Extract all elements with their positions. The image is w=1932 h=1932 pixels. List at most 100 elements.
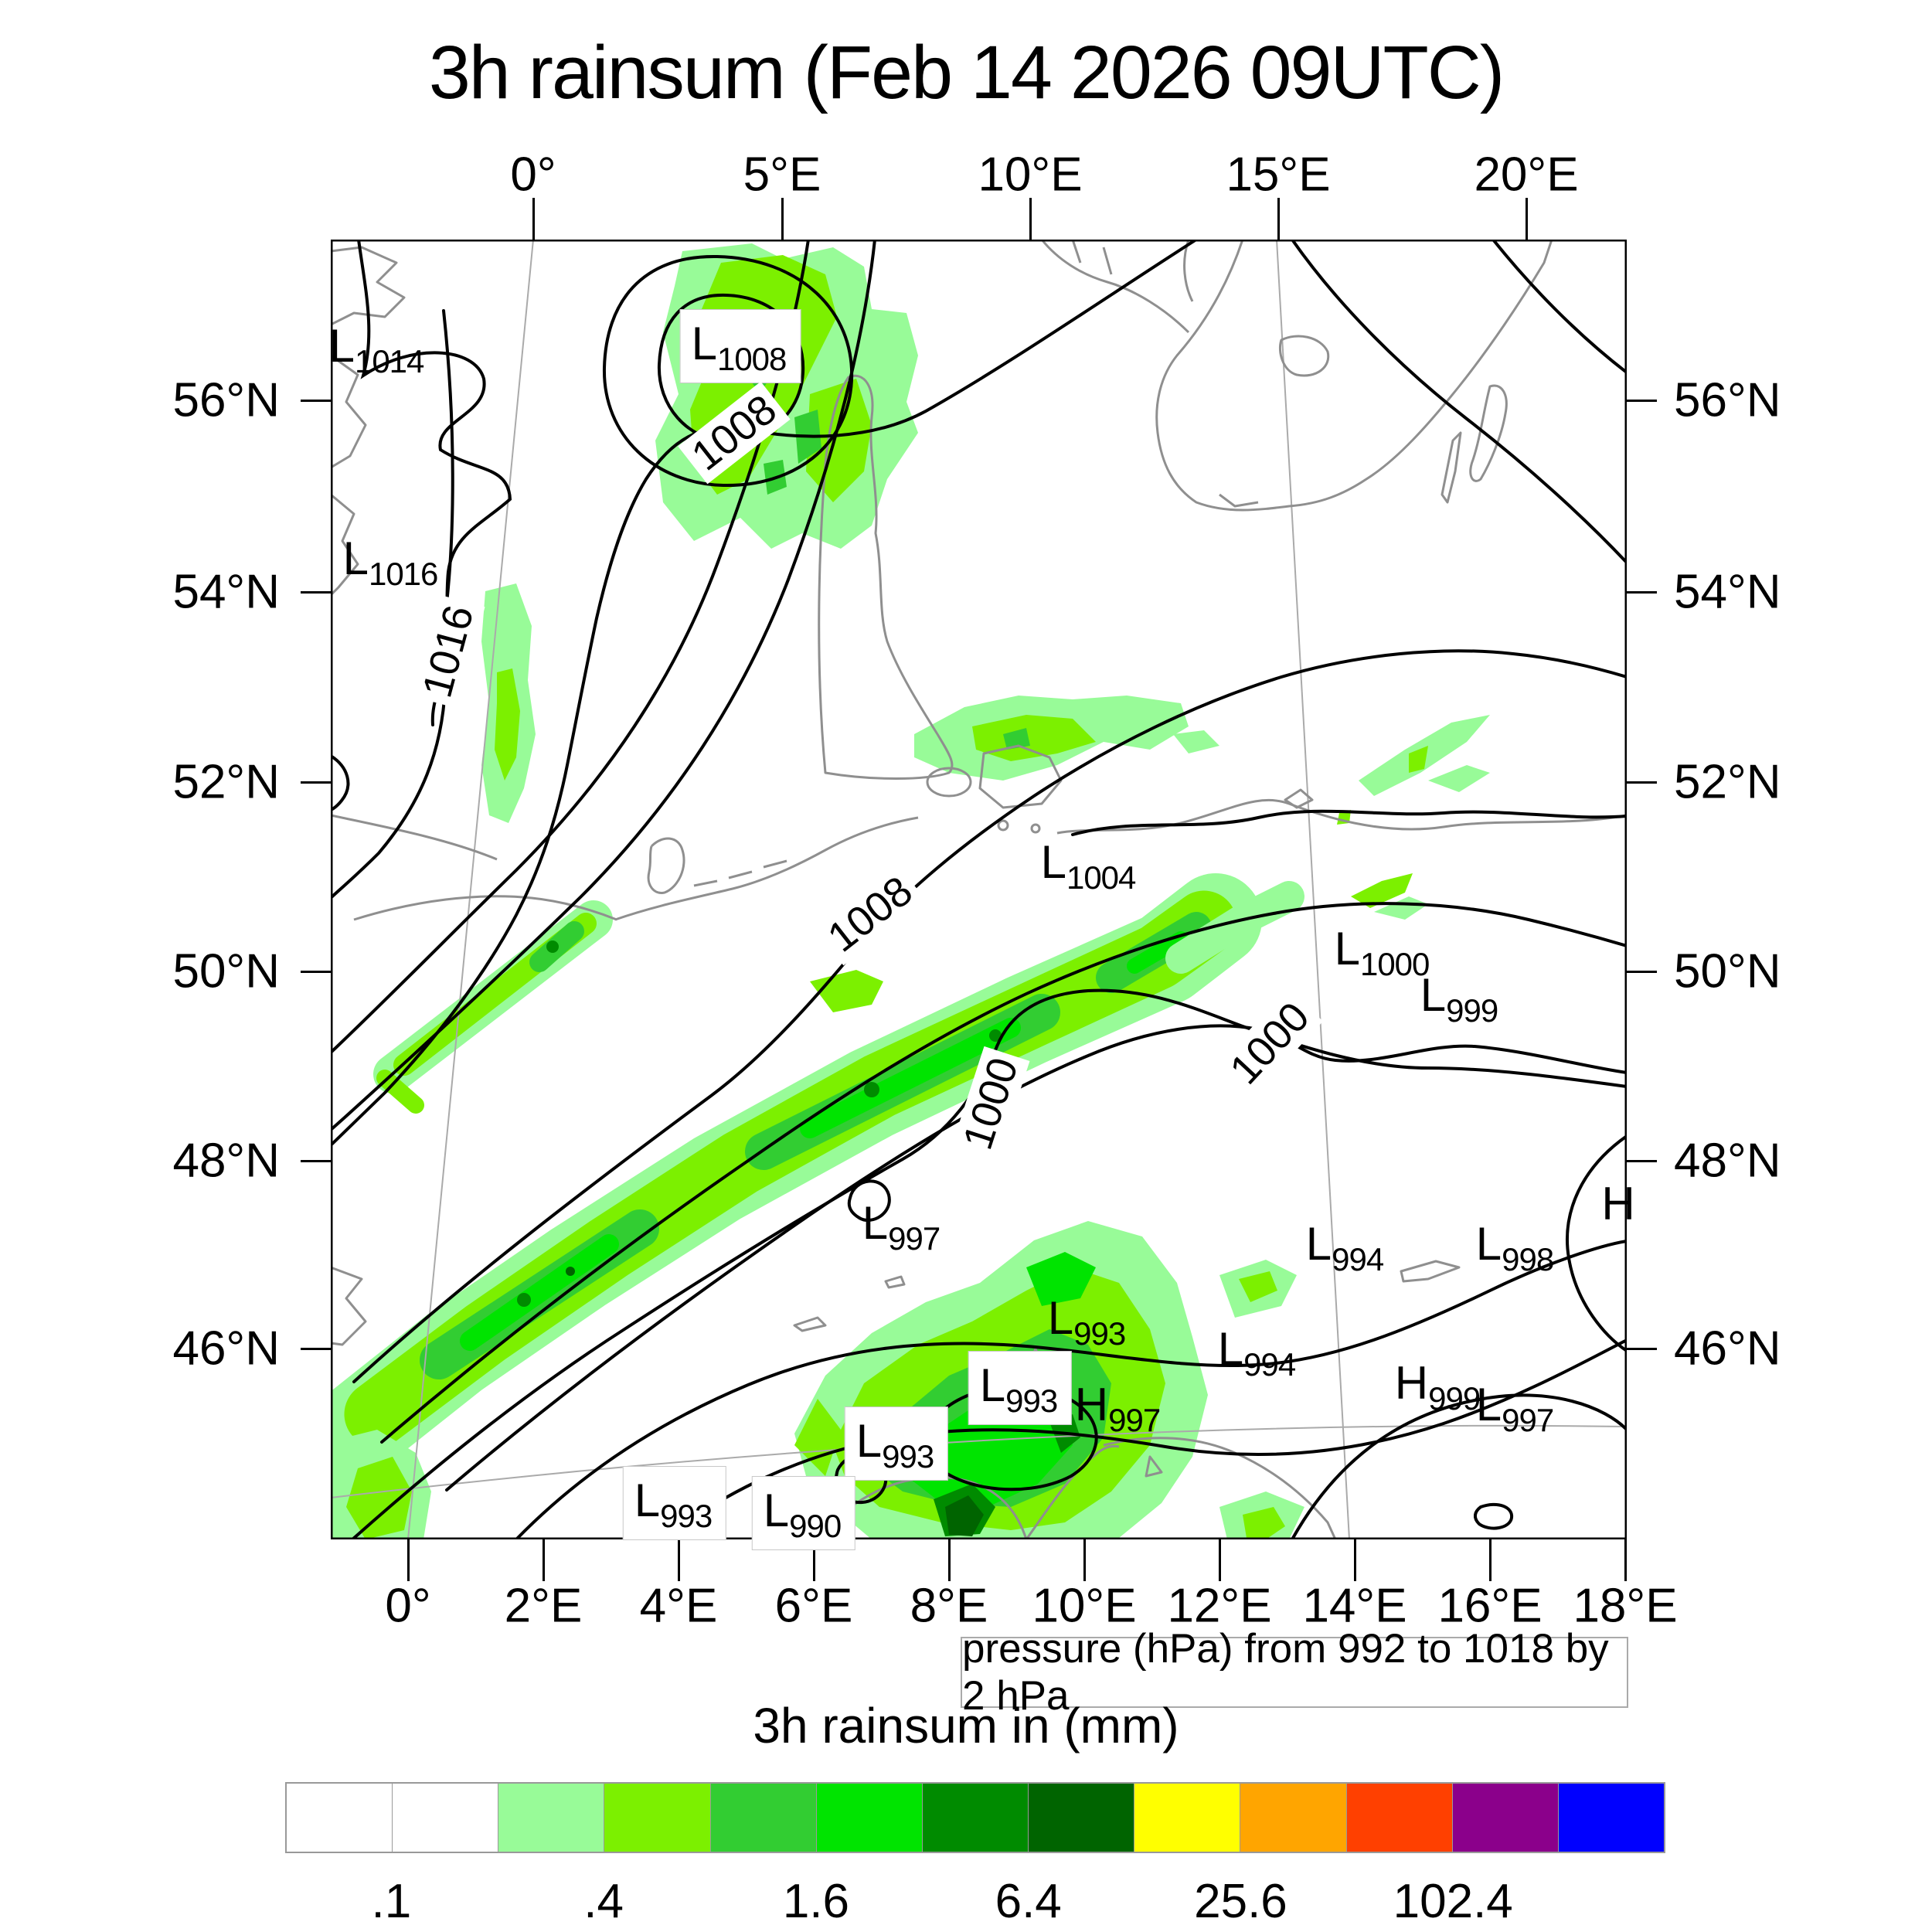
bottom-axis-label: 18°E	[1573, 1579, 1678, 1633]
right-axis-label: 48°N	[1674, 1134, 1781, 1188]
pressure-label-L999: L999	[1420, 969, 1498, 1027]
right-tick	[1627, 1348, 1657, 1350]
pressure-label-L993: L993	[968, 1351, 1073, 1425]
pressure-letter: L	[1334, 923, 1360, 975]
pressure-label-L990: L990	[751, 1476, 856, 1550]
pressure-label-L994: L994	[1217, 1323, 1296, 1381]
pressure-value: 1014	[354, 343, 424, 379]
bottom-axis-label: 6°E	[774, 1579, 853, 1633]
pressure-label-L1000: L1000	[1334, 923, 1430, 981]
left-axis-label: 52°N	[172, 755, 280, 809]
colorbar-tick-label: 6.4	[995, 1875, 1062, 1928]
isobar-layer	[331, 240, 1627, 1539]
pressure-value: 993	[882, 1438, 934, 1475]
map-canvas	[331, 240, 1627, 1539]
pressure-value: 994	[1332, 1241, 1384, 1277]
pressure-value: 1016	[368, 556, 438, 592]
pressure-label-L994: L994	[1305, 1218, 1384, 1276]
bottom-tick	[948, 1539, 951, 1581]
bottom-tick	[813, 1539, 815, 1581]
top-tick	[781, 198, 784, 240]
pressure-letter: L	[634, 1475, 661, 1526]
left-tick	[301, 591, 331, 594]
pressure-letter: H	[1601, 1178, 1635, 1230]
colorbar-cell	[1558, 1784, 1665, 1852]
pressure-label-H999: H999	[1394, 1357, 1481, 1415]
pressure-letter: H	[1394, 1357, 1429, 1409]
colorbar-tick-label: .1	[371, 1875, 412, 1928]
right-tick	[1627, 781, 1657, 784]
pressure-letter: H	[1074, 1379, 1109, 1430]
colorbar-cell	[498, 1784, 605, 1852]
bottom-axis-label: 4°E	[639, 1579, 718, 1633]
bottom-axis-label: 16°E	[1437, 1579, 1543, 1633]
left-axis-label: 48°N	[172, 1134, 280, 1188]
pressure-letter: L	[979, 1359, 1006, 1411]
right-axis-label: 46°N	[1674, 1321, 1781, 1376]
colorbar-cell	[922, 1784, 1029, 1852]
top-axis-label: 15°E	[1226, 148, 1331, 202]
pressure-letter: L	[1420, 969, 1447, 1021]
pressure-label-L997: L997	[1475, 1379, 1554, 1437]
colorbar-cell	[287, 1784, 393, 1852]
pressure-letter: L	[1217, 1323, 1244, 1375]
right-axis-label: 54°N	[1674, 565, 1781, 619]
pressure-label-L993: L993	[622, 1466, 727, 1540]
page-title: 3h rainsum (Feb 14 2026 09UTC)	[428, 30, 1505, 114]
bottom-tick	[1354, 1539, 1356, 1581]
bottom-axis-label: 2°E	[504, 1579, 583, 1633]
colorbar	[285, 1782, 1665, 1853]
top-tick	[532, 198, 535, 240]
pressure-value: 1008	[716, 341, 787, 377]
bottom-tick	[678, 1539, 680, 1581]
colorbar-cell	[710, 1784, 817, 1852]
pressure-value: 998	[1502, 1241, 1554, 1277]
pressure-label-L1016: L1016	[343, 536, 439, 590]
left-tick	[301, 781, 331, 784]
colorbar-tick-label: 102.4	[1393, 1875, 1513, 1928]
pressure-value: 993	[660, 1498, 713, 1534]
bottom-tick	[1219, 1539, 1221, 1581]
bottom-axis-label: 8°E	[910, 1579, 988, 1633]
pressure-legend: pressure (hPa) from 992 to 1018 by 2 hPa	[961, 1626, 1628, 1719]
top-axis-label: 0°	[510, 148, 556, 202]
pressure-letter: L	[328, 320, 355, 372]
colorbar-cell	[816, 1784, 923, 1852]
colorbar-cell	[1134, 1784, 1241, 1852]
top-tick	[1029, 198, 1032, 240]
pressure-label-H997: H997	[1074, 1379, 1161, 1437]
left-axis-label: 54°N	[172, 565, 280, 619]
left-tick	[301, 400, 331, 402]
pressure-value: 1000	[1359, 946, 1430, 982]
bottom-axis-label: 14°E	[1302, 1579, 1407, 1633]
top-axis-label: 5°E	[743, 148, 821, 202]
pressure-letter: L	[1475, 1379, 1502, 1430]
colorbar-cell	[393, 1784, 499, 1852]
top-tick	[1526, 198, 1528, 240]
pressure-label-L1008: L1008	[679, 309, 801, 383]
bottom-tick	[543, 1539, 545, 1581]
pressure-label-L993: L993	[1048, 1295, 1126, 1350]
colorbar-tick-label: 25.6	[1194, 1875, 1287, 1928]
pressure-letter: L	[342, 532, 369, 584]
pressure-value: 997	[1502, 1402, 1554, 1438]
map-frame	[331, 240, 1627, 1539]
pressure-letter: L	[1305, 1218, 1332, 1270]
pressure-letter: L	[1475, 1218, 1502, 1270]
right-tick	[1627, 400, 1657, 402]
pressure-label-L1014: L1014	[328, 320, 425, 378]
pressure-letter: L	[763, 1485, 790, 1536]
pressure-value: 997	[888, 1220, 940, 1257]
left-axis-label: 50°N	[172, 944, 280, 998]
right-axis-label: 56°N	[1674, 373, 1781, 427]
colorbar-cell	[1029, 1784, 1135, 1852]
pressure-label-L993: L993	[844, 1406, 949, 1481]
pressure-label-L997: L997	[862, 1200, 940, 1255]
pressure-value: 999	[1446, 992, 1498, 1029]
right-tick	[1627, 591, 1657, 594]
pressure-value: 997	[1108, 1402, 1161, 1438]
bottom-tick	[1083, 1539, 1086, 1581]
colorbar-tick-label: 1.6	[782, 1875, 850, 1928]
pressure-label-H: H	[1601, 1181, 1634, 1227]
